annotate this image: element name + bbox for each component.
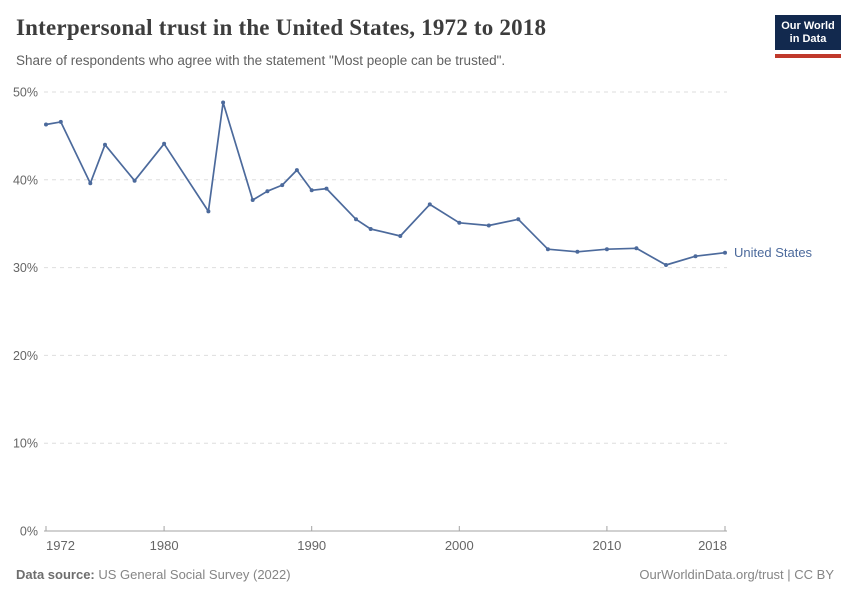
y-tick-label: 30% bbox=[13, 261, 38, 275]
owid-logo-line2: in Data bbox=[789, 33, 827, 45]
data-point[interactable] bbox=[516, 217, 521, 222]
data-point[interactable] bbox=[634, 246, 639, 251]
data-point[interactable] bbox=[162, 141, 167, 146]
x-axis: 1972 1980 1990 2000 2010 2018 bbox=[45, 526, 727, 553]
series-end-label[interactable]: United States bbox=[734, 245, 813, 260]
data-point[interactable] bbox=[486, 223, 491, 228]
x-tick-label: 2010 bbox=[592, 538, 621, 553]
data-point[interactable] bbox=[575, 249, 580, 254]
x-tick-label: 1972 bbox=[46, 538, 75, 553]
data-point[interactable] bbox=[368, 227, 373, 231]
x-tick-label: 2018 bbox=[698, 538, 727, 553]
data-point[interactable] bbox=[250, 198, 255, 202]
data-point[interactable] bbox=[88, 181, 93, 186]
y-tick-label: 20% bbox=[13, 349, 38, 363]
data-points[interactable] bbox=[44, 100, 727, 268]
owid-logo-accent-bar bbox=[775, 54, 841, 58]
data-point[interactable] bbox=[265, 189, 270, 194]
data-point[interactable] bbox=[604, 247, 609, 252]
data-source: Data source: US General Social Survey (2… bbox=[16, 567, 291, 582]
data-point[interactable] bbox=[206, 209, 211, 214]
data-point[interactable] bbox=[457, 220, 462, 225]
data-point[interactable] bbox=[294, 168, 299, 173]
credit-link[interactable]: OurWorldinData.org/trust | CC BY bbox=[639, 567, 834, 582]
owid-logo[interactable]: Our World in Data bbox=[775, 15, 841, 50]
data-point[interactable] bbox=[280, 183, 285, 188]
data-point[interactable] bbox=[44, 122, 48, 127]
data-point[interactable] bbox=[545, 247, 550, 252]
data-point[interactable] bbox=[664, 263, 668, 267]
page-title: Interpersonal trust in the United States… bbox=[16, 15, 547, 40]
y-tick-label: 0% bbox=[20, 525, 38, 539]
x-tick-label: 1980 bbox=[150, 538, 179, 553]
data-point[interactable] bbox=[309, 188, 314, 193]
data-source-text: US General Social Survey (2022) bbox=[94, 567, 291, 582]
data-point[interactable] bbox=[132, 178, 137, 183]
data-point[interactable] bbox=[693, 254, 698, 259]
owid-logo-line1: Our World bbox=[781, 20, 835, 32]
gridlines: 0% 10% 20% 30% 40% 50% bbox=[13, 86, 727, 539]
data-source-label: Data source: bbox=[16, 567, 95, 582]
data-point[interactable] bbox=[723, 250, 727, 255]
data-point[interactable] bbox=[324, 186, 329, 191]
x-tick-label: 2000 bbox=[445, 538, 474, 553]
data-point[interactable] bbox=[221, 100, 226, 105]
data-point[interactable] bbox=[398, 234, 403, 238]
page-subtitle: Share of respondents who agree with the … bbox=[16, 53, 506, 68]
trust-line-series[interactable] bbox=[45, 101, 726, 266]
x-tick-label: 1990 bbox=[297, 538, 326, 553]
y-tick-label: 10% bbox=[13, 437, 38, 451]
data-point[interactable] bbox=[354, 217, 358, 222]
chart-footer: Data source: US General Social Survey (2… bbox=[16, 567, 834, 585]
data-point[interactable] bbox=[58, 119, 63, 124]
data-point[interactable] bbox=[427, 202, 432, 207]
y-tick-label: 50% bbox=[13, 86, 38, 100]
y-tick-label: 40% bbox=[13, 173, 38, 187]
data-point[interactable] bbox=[103, 142, 107, 147]
